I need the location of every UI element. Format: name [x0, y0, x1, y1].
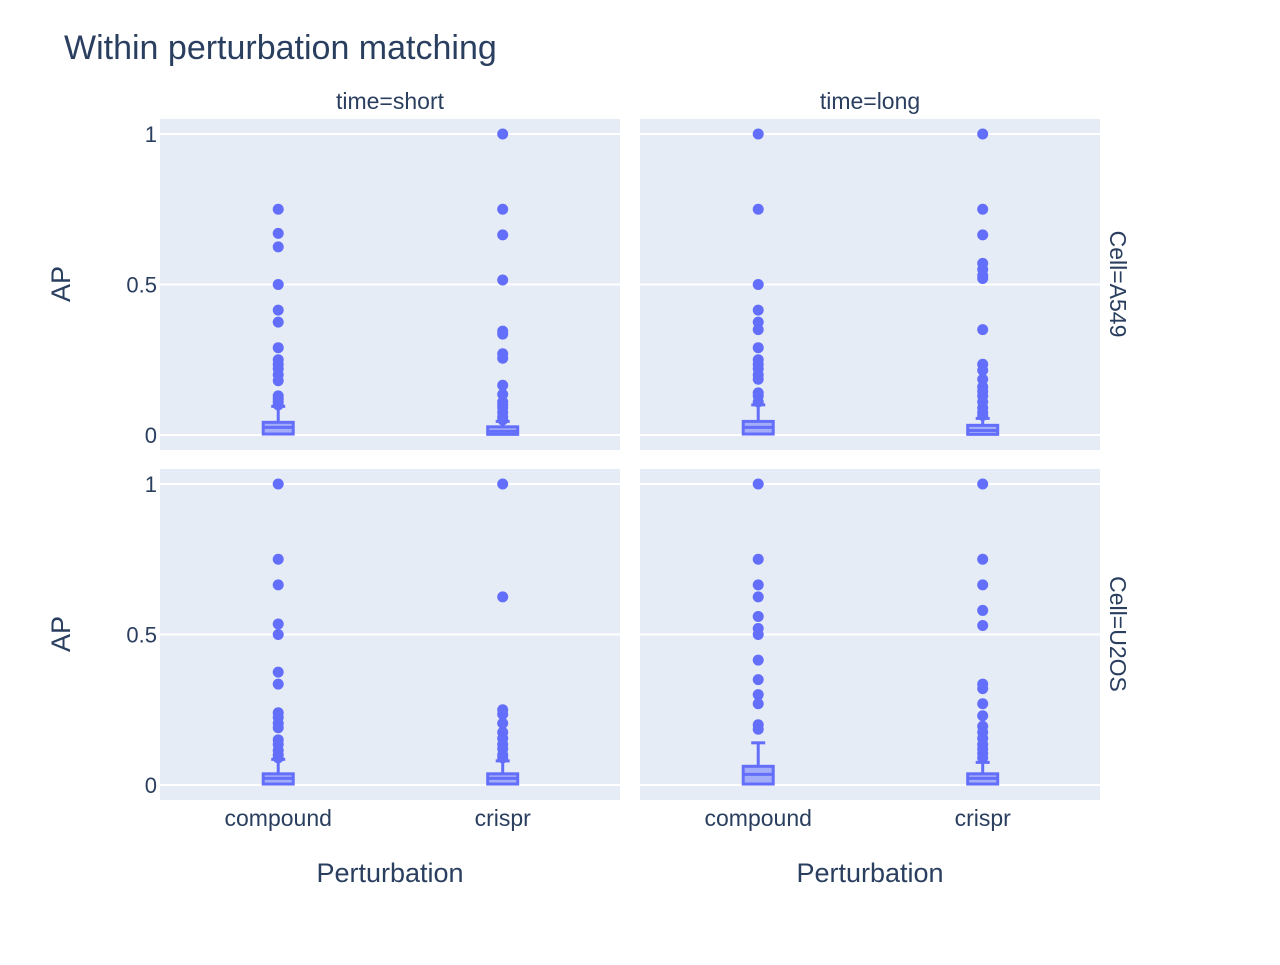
outlier-point [977, 698, 989, 710]
outlier-point [977, 752, 989, 764]
outlier-point [272, 666, 284, 678]
outlier-point [497, 379, 509, 391]
outlier-point [272, 279, 284, 290]
outlier-point [272, 722, 284, 734]
y-tick-label: 0.5 [126, 623, 157, 648]
outlier-point [977, 619, 989, 631]
outlier-point [752, 373, 764, 385]
outlier-point [497, 708, 509, 720]
y-axis-title-top: AP [46, 266, 76, 302]
x-axis-title-left: Perturbation [316, 858, 463, 888]
outlier-point [752, 723, 764, 735]
x-axis-title-right: Perturbation [796, 858, 943, 888]
outlier-point [752, 478, 764, 490]
outlier-point [977, 272, 989, 284]
outlier-point [497, 388, 509, 400]
row-facet-label-u2os: Cell=U2OS [1105, 576, 1131, 692]
outlier-point [272, 316, 284, 328]
outlier-point [752, 674, 764, 686]
outlier-point [752, 610, 764, 622]
outlier-point [977, 683, 989, 695]
outlier-point [272, 399, 284, 411]
outlier-point [272, 553, 284, 565]
outlier-point [752, 698, 764, 710]
outlier-point [497, 203, 509, 215]
outlier-point [977, 229, 989, 241]
outlier-point [272, 304, 284, 316]
outlier-point [752, 279, 764, 290]
outlier-point [752, 579, 764, 591]
x-tick-label: crispr [955, 805, 1012, 831]
outlier-point [497, 274, 509, 286]
chart-title: Within perturbation matching [64, 29, 497, 67]
outlier-point [752, 629, 764, 640]
outlier-point [497, 229, 509, 241]
outlier-point [752, 128, 764, 140]
outlier-point [977, 128, 989, 140]
outlier-point [752, 654, 764, 666]
outlier-point [272, 618, 284, 630]
outlier-point [977, 710, 989, 722]
outlier-point [752, 316, 764, 328]
outlier-point [977, 579, 989, 591]
outlier-point [752, 689, 764, 701]
col-facet-label-short: time=short [336, 88, 445, 114]
row-facet-label-a549: Cell=A549 [1105, 231, 1131, 338]
outlier-point [272, 629, 284, 640]
outlier-point [497, 717, 509, 729]
x-tick-label: compound [705, 805, 812, 831]
outlier-point [497, 591, 509, 603]
outlier-point [272, 579, 284, 591]
outlier-point [272, 752, 284, 764]
outlier-point [977, 604, 989, 616]
outlier-point [977, 478, 989, 490]
y-axis-title-bottom: AP [46, 616, 76, 652]
outlier-point [497, 352, 509, 364]
outlier-point [497, 414, 509, 426]
outlier-point [272, 342, 284, 354]
outlier-point [752, 304, 764, 316]
outlier-point [977, 373, 989, 385]
outlier-point [977, 364, 989, 376]
outlier-point [752, 591, 764, 603]
outlier-point [272, 241, 284, 253]
col-facet-label-long: time=long [820, 88, 920, 114]
outlier-point [272, 478, 284, 490]
outlier-point [752, 203, 764, 215]
outlier-point [272, 227, 284, 239]
outlier-point [497, 328, 509, 340]
outlier-point [977, 324, 989, 336]
outlier-point [752, 553, 764, 565]
x-tick-label: crispr [475, 805, 532, 831]
outlier-point [497, 128, 509, 140]
outlier-point [977, 203, 989, 215]
outlier-point [752, 342, 764, 354]
outlier-point [497, 752, 509, 764]
outlier-point [977, 553, 989, 565]
y-tick-label: 1 [145, 122, 157, 147]
outlier-point [977, 409, 989, 421]
y-tick-label: 0 [145, 773, 157, 798]
x-tick-label: compound [225, 805, 332, 831]
outlier-point [752, 324, 764, 336]
y-tick-label: 0.5 [126, 273, 157, 298]
outlier-point [752, 396, 764, 408]
outlier-point [272, 375, 284, 387]
outlier-point [272, 678, 284, 690]
outlier-point [272, 203, 284, 215]
y-tick-label: 1 [145, 472, 157, 497]
outlier-point [497, 478, 509, 490]
y-tick-label: 0 [145, 423, 157, 448]
